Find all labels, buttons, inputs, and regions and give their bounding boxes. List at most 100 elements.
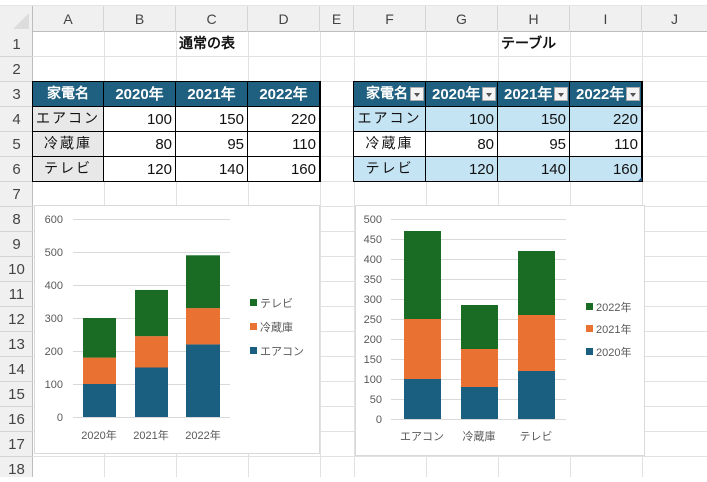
normal-cell[interactable]: 220 bbox=[248, 107, 320, 132]
row-header-1[interactable]: 1 bbox=[0, 32, 33, 57]
normal-row-label[interactable]: エアコン bbox=[33, 107, 104, 132]
row-header-7[interactable]: 7 bbox=[0, 182, 33, 207]
column-header-f[interactable]: F bbox=[354, 6, 426, 32]
column-header-d[interactable]: D bbox=[248, 6, 320, 32]
row-header-6[interactable]: 6 bbox=[0, 157, 33, 182]
legend-swatch-icon bbox=[250, 347, 257, 354]
table-row-label[interactable]: テレビ bbox=[354, 157, 426, 182]
bar-segment bbox=[518, 315, 555, 371]
bar-segment bbox=[135, 336, 168, 368]
x-tick: テレビ bbox=[520, 430, 553, 443]
y-tick: 100 bbox=[45, 379, 63, 391]
column-header-b[interactable]: B bbox=[104, 6, 176, 32]
table-cell[interactable]: 110 bbox=[570, 132, 642, 157]
column-header-e[interactable]: E bbox=[320, 6, 354, 32]
row-header-4[interactable]: 4 bbox=[0, 107, 33, 132]
bar-segment bbox=[518, 371, 555, 419]
select-all-button[interactable] bbox=[0, 6, 33, 32]
filter-dropdown-icon[interactable] bbox=[482, 87, 496, 101]
column-header-j[interactable]: J bbox=[671, 11, 678, 27]
normal-cell[interactable]: 140 bbox=[176, 157, 248, 182]
table-cell[interactable]: 95 bbox=[498, 132, 570, 157]
table-cell[interactable]: 160 bbox=[570, 157, 642, 182]
stacked-bar-chart-by-year[interactable]: 0 100 200 300 400 500 600 2020年 bbox=[34, 205, 320, 454]
normal-cell[interactable]: 120 bbox=[104, 157, 176, 182]
column-header-g[interactable]: G bbox=[426, 6, 498, 32]
column-header-c[interactable]: C bbox=[176, 6, 248, 32]
y-tick: 300 bbox=[364, 294, 382, 306]
normal-header-2022[interactable]: 2022年 bbox=[248, 82, 320, 107]
table-header-name-label: 家電名 bbox=[366, 86, 408, 102]
chart-legend: 2022年 2021年 2020年 bbox=[586, 300, 631, 359]
row-header-8[interactable]: 8 bbox=[0, 207, 33, 232]
bar-segment bbox=[83, 384, 116, 417]
row-header-10[interactable]: 10 bbox=[0, 257, 33, 282]
chart-by-year-plot: 0 100 200 300 400 500 600 2020年 bbox=[45, 214, 304, 442]
row-header-14[interactable]: 14 bbox=[0, 357, 33, 382]
column-header-i[interactable]: I bbox=[570, 6, 642, 32]
row-header-2[interactable]: 2 bbox=[0, 57, 33, 82]
normal-header-2020[interactable]: 2020年 bbox=[104, 82, 176, 107]
row-header-18[interactable]: 18 bbox=[8, 461, 25, 478]
column-header-h[interactable]: H bbox=[498, 6, 570, 32]
normal-row-label[interactable]: 冷蔵庫 bbox=[33, 132, 104, 157]
row-header-16[interactable]: 16 bbox=[0, 407, 33, 432]
excel-table-title[interactable]: テーブル bbox=[501, 36, 557, 52]
table-cell[interactable]: 150 bbox=[498, 107, 570, 132]
table-header-2020[interactable]: 2020年 bbox=[426, 82, 498, 107]
column-header-a[interactable]: A bbox=[33, 6, 104, 32]
legend-swatch-icon bbox=[250, 323, 257, 330]
normal-table-title[interactable]: 通常の表 bbox=[179, 36, 235, 52]
chart-legend: テレビ 冷蔵庫 エアコン bbox=[250, 297, 304, 358]
bar-segment bbox=[135, 367, 168, 417]
row-header-13[interactable]: 13 bbox=[0, 332, 33, 357]
row-header-3[interactable]: 3 bbox=[0, 82, 33, 107]
bar-segment bbox=[461, 387, 498, 419]
row-header-5[interactable]: 5 bbox=[0, 132, 33, 157]
normal-cell[interactable]: 150 bbox=[176, 107, 248, 132]
table-cell[interactable]: 220 bbox=[570, 107, 642, 132]
row-header-9[interactable]: 9 bbox=[0, 232, 33, 257]
y-tick: 600 bbox=[45, 214, 63, 226]
table-cell[interactable]: 140 bbox=[498, 157, 570, 182]
bar-segment bbox=[404, 319, 441, 379]
normal-cell[interactable]: 100 bbox=[104, 107, 176, 132]
table-header-2022[interactable]: 2022年 bbox=[570, 82, 642, 107]
bar-segment bbox=[186, 255, 220, 309]
row-header-15[interactable]: 15 bbox=[0, 382, 33, 407]
legend-item: 2020年 bbox=[596, 345, 631, 359]
bar-segment bbox=[186, 308, 220, 345]
table-resize-handle[interactable] bbox=[638, 177, 642, 181]
stacked-bar-chart-by-appliance[interactable]: 0 50 100 150 200 250 300 350 400 450 500 bbox=[355, 205, 645, 456]
legend-swatch-icon bbox=[586, 325, 593, 332]
table-header-2021[interactable]: 2021年 bbox=[498, 82, 570, 107]
table-row-label[interactable]: エアコン bbox=[354, 107, 426, 132]
bar-segment bbox=[461, 305, 498, 349]
bar-segment bbox=[518, 251, 555, 315]
normal-cell[interactable]: 95 bbox=[176, 132, 248, 157]
filter-dropdown-icon[interactable] bbox=[554, 87, 568, 101]
y-tick: 350 bbox=[364, 274, 382, 286]
row-header-12[interactable]: 12 bbox=[0, 307, 33, 332]
table-cell[interactable]: 100 bbox=[426, 107, 498, 132]
y-tick: 100 bbox=[364, 374, 382, 386]
row-header-17[interactable]: 17 bbox=[0, 432, 33, 457]
normal-header-name[interactable]: 家電名 bbox=[33, 82, 104, 107]
table-cell[interactable]: 120 bbox=[426, 157, 498, 182]
table-cell[interactable]: 80 bbox=[426, 132, 498, 157]
filter-dropdown-icon[interactable] bbox=[626, 87, 640, 101]
normal-header-2021[interactable]: 2021年 bbox=[176, 82, 248, 107]
normal-row-label[interactable]: テレビ bbox=[33, 157, 104, 182]
y-tick: 300 bbox=[45, 313, 63, 325]
normal-cell[interactable]: 160 bbox=[248, 157, 320, 182]
table-row-label[interactable]: 冷蔵庫 bbox=[354, 132, 426, 157]
normal-cell[interactable]: 80 bbox=[104, 132, 176, 157]
normal-cell[interactable]: 110 bbox=[248, 132, 320, 157]
row-header-11[interactable]: 11 bbox=[0, 282, 33, 307]
chart-by-appliance-plot: 0 50 100 150 200 250 300 350 400 450 500 bbox=[364, 214, 632, 443]
x-tick: 冷蔵庫 bbox=[463, 429, 496, 443]
filter-dropdown-icon[interactable] bbox=[410, 87, 424, 101]
table-header-name[interactable]: 家電名 bbox=[354, 82, 426, 107]
bar-segment bbox=[83, 357, 116, 384]
